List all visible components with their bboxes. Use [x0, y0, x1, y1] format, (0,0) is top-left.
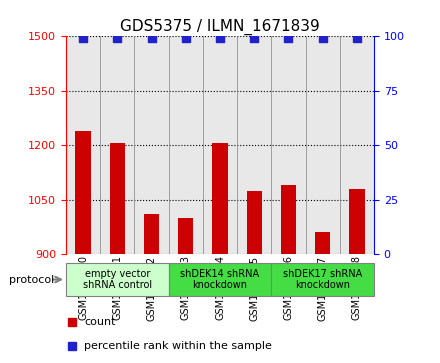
- Bar: [246, 191, 262, 254]
- Text: protocol: protocol: [9, 274, 54, 285]
- Bar: [144, 214, 159, 254]
- Text: count: count: [84, 317, 116, 327]
- Text: shDEK14 shRNA
knockdown: shDEK14 shRNA knockdown: [180, 269, 260, 290]
- Point: [114, 36, 121, 41]
- Bar: [178, 218, 194, 254]
- Text: empty vector
shRNA control: empty vector shRNA control: [83, 269, 152, 290]
- Point: [319, 36, 326, 41]
- Text: percentile rank within the sample: percentile rank within the sample: [84, 340, 272, 351]
- Point: [80, 36, 87, 41]
- Text: shDEK17 shRNA
knockdown: shDEK17 shRNA knockdown: [283, 269, 362, 290]
- Bar: [315, 232, 330, 254]
- Point: [353, 36, 360, 41]
- Point: [216, 36, 224, 41]
- Bar: [271, 263, 374, 296]
- Point: [285, 36, 292, 41]
- Bar: [213, 143, 228, 254]
- Point: [182, 36, 189, 41]
- Bar: [110, 143, 125, 254]
- Point: [148, 36, 155, 41]
- Bar: [66, 263, 169, 296]
- Title: GDS5375 / ILMN_1671839: GDS5375 / ILMN_1671839: [120, 19, 320, 35]
- Point: [251, 36, 258, 41]
- Bar: [281, 185, 296, 254]
- Bar: [169, 263, 271, 296]
- Bar: [75, 131, 91, 254]
- Bar: [349, 189, 365, 254]
